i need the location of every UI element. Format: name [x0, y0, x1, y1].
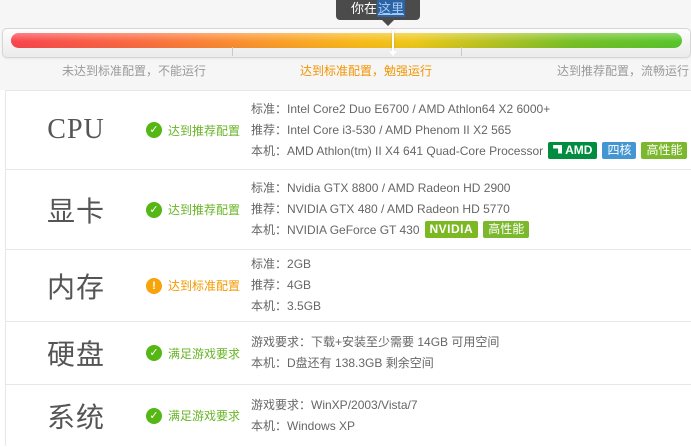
requirements-table: CPU ✓ 达到推荐配置 标准：Intel Core2 Duo E6700 / …: [5, 90, 691, 446]
table-row-cpu: CPU ✓ 达到推荐配置 标准：Intel Core2 Duo E6700 / …: [6, 90, 691, 169]
table-row-memory: 内存 ! 达到标准配置 标准：2GB 推荐：4GB 本机：3.5GB: [6, 249, 691, 321]
amd-badge: AMD: [548, 141, 598, 159]
status-badge: ✓ 达到推荐配置: [146, 122, 251, 139]
detail-value: 2GB: [287, 257, 312, 271]
detail-key: 游戏要求：: [251, 397, 312, 412]
detail-value: Nvidia GTX 8800 / AMD Radeon HD 2900: [287, 181, 511, 195]
exclamation-circle-icon: !: [146, 277, 162, 294]
detail-key: 本机：: [251, 143, 288, 158]
status-text: 满足游戏要求: [168, 409, 241, 423]
status-text: 达到标准配置: [168, 279, 241, 293]
quad-core-badge: 四核: [602, 141, 637, 159]
config-meter-section: 你在 这里 未达到标准配置，不能运行 达到标准配置，勉强运行 达到推荐配置，流畅运…: [0, 0, 691, 90]
zone-label-recommended: 达到推荐配置，流畅运行: [556, 64, 689, 78]
detail-value: WinXP/2003/Vista/7: [311, 397, 418, 412]
status-text: 达到推荐配置: [168, 123, 241, 138]
detail-value: 下载+安装至少需要 14GB 可用空间: [311, 335, 500, 349]
detail-value: Windows XP: [287, 418, 356, 433]
meter-tick-2: [460, 47, 462, 56]
detail-key: 推荐：: [251, 122, 288, 137]
detail-value: NVIDIA GTX 480 / AMD Radeon HD 5770: [287, 202, 510, 216]
detail-value: Intel Core i3-530 / AMD Phenom II X2 565: [287, 122, 512, 137]
row-label: 系统: [46, 402, 105, 434]
status-badge: ✓ 满足游戏要求: [146, 345, 251, 362]
zone-label-below-standard: 未达到标准配置，不能运行: [62, 64, 207, 78]
tooltip-arrow-icon: [381, 19, 395, 26]
detail-key: 本机：: [251, 418, 288, 433]
table-row-gpu: 显卡 ✓ 达到推荐配置 标准：Nvidia GTX 8800 / AMD Rad…: [6, 169, 691, 249]
meter-gradient-bar: [11, 33, 682, 48]
amd-logo-icon: [553, 144, 563, 154]
status-badge: ✓ 达到推荐配置: [146, 201, 251, 218]
row-label: CPU: [47, 114, 105, 145]
detail-key: 标准：: [251, 101, 288, 116]
zone-label-standard: 达到标准配置，勉强运行: [300, 64, 433, 78]
detail-line: 标准：Nvidia GTX 8800 / AMD Radeon HD 2900: [251, 178, 687, 199]
meter-tooltip: 你在 这里: [336, 0, 420, 20]
meter-track: [2, 28, 691, 58]
row-label: 显卡: [46, 196, 105, 228]
detail-line: 本机：NVIDIA GeForce GT 430 NVIDIA 高性能: [251, 220, 687, 241]
detail-line: 本机：AMD Athlon(tm) II X4 641 Quad-Core Pr…: [251, 141, 688, 162]
detail-line: 本机：D盘还有 138.3GB 剩余空间: [251, 353, 687, 374]
meter-marker: [388, 30, 397, 56]
row-label: 硬盘: [46, 340, 105, 371]
status-text: 达到推荐配置: [168, 203, 241, 217]
row-details: 标准：Intel Core2 Duo E6700 / AMD Athlon64 …: [251, 99, 691, 162]
detail-line: 本机：Windows XP: [251, 416, 687, 437]
detail-key: 标准：: [251, 181, 288, 195]
detail-key: 推荐：: [251, 278, 288, 292]
table-row-os: 系统 ✓ 满足游戏要求 游戏要求：WinXP/2003/Vista/7 本机：W…: [6, 384, 691, 446]
detail-line: 标准：2GB: [251, 254, 687, 275]
detail-value: AMD Athlon(tm) II X4 641 Quad-Core Proce…: [287, 143, 544, 158]
tooltip-link[interactable]: 这里: [377, 0, 406, 17]
detail-value: D盘还有 138.3GB 剩余空间: [287, 356, 434, 370]
detail-key: 游戏要求：: [251, 335, 312, 349]
detail-line: 标准：Intel Core2 Duo E6700 / AMD Athlon64 …: [251, 99, 687, 120]
check-circle-icon: ✓: [146, 345, 162, 361]
status-badge: ! 达到标准配置: [146, 277, 251, 294]
detail-value: 3.5GB: [287, 299, 322, 313]
nvidia-badge: NVIDIA: [424, 221, 479, 238]
detail-key: 标准：: [251, 257, 288, 271]
detail-key: 本机：: [251, 356, 288, 370]
detail-value: 4GB: [287, 278, 312, 292]
detail-key: 推荐：: [251, 202, 288, 216]
check-circle-icon: ✓: [146, 201, 162, 218]
detail-line: 推荐：4GB: [251, 275, 687, 296]
tooltip-text: 你在: [350, 1, 377, 16]
detail-value: NVIDIA GeForce GT 430: [287, 223, 420, 237]
zone-labels: 未达到标准配置，不能运行 达到标准配置，勉强运行 达到推荐配置，流畅运行: [0, 62, 691, 80]
row-label: 内存: [46, 272, 105, 304]
table-row-disk: 硬盘 ✓ 满足游戏要求 游戏要求：下载+安装至少需要 14GB 可用空间 本机：…: [6, 321, 691, 384]
detail-line: 推荐：Intel Core i3-530 / AMD Phenom II X2 …: [251, 120, 687, 141]
detail-line: 本机：3.5GB: [251, 296, 687, 317]
check-circle-icon: ✓: [146, 122, 162, 138]
detail-key: 本机：: [251, 299, 288, 313]
detail-line: 游戏要求：下载+安装至少需要 14GB 可用空间: [251, 332, 687, 353]
row-details: 标准：2GB 推荐：4GB 本机：3.5GB: [251, 254, 691, 317]
detail-line: 推荐：NVIDIA GTX 480 / AMD Radeon HD 5770: [251, 199, 687, 220]
row-details: 游戏要求：WinXP/2003/Vista/7 本机：Windows XP: [251, 395, 691, 437]
detail-value: Intel Core2 Duo E6700 / AMD Athlon64 X2 …: [287, 101, 551, 116]
meter-tick-1: [231, 47, 233, 56]
row-details: 游戏要求：下载+安装至少需要 14GB 可用空间 本机：D盘还有 138.3GB…: [251, 332, 691, 374]
high-performance-badge: 高性能: [641, 141, 688, 159]
detail-key: 本机：: [251, 223, 288, 237]
row-details: 标准：Nvidia GTX 8800 / AMD Radeon HD 2900 …: [251, 178, 691, 241]
status-badge: ✓ 满足游戏要求: [146, 407, 251, 424]
high-performance-badge: 高性能: [483, 221, 530, 238]
check-circle-icon: ✓: [146, 407, 162, 424]
marker-tip-icon: [388, 51, 397, 56]
status-text: 满足游戏要求: [168, 346, 241, 361]
detail-line: 游戏要求：WinXP/2003/Vista/7: [251, 395, 687, 416]
